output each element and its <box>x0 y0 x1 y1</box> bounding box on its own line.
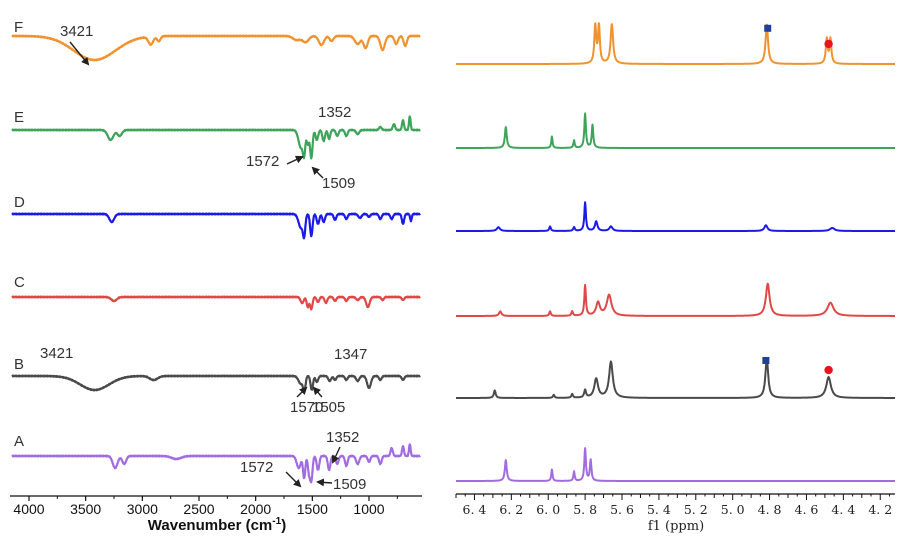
ir-series-label-c: C <box>14 274 25 291</box>
ir-series-label-d: D <box>14 194 25 211</box>
ir-annotation-e-1509: 1509 <box>322 175 355 192</box>
ir-annotation-e-1352: 1352 <box>318 104 351 121</box>
ir-annotation-a-1572: 1572 <box>240 459 273 476</box>
ir-annotation-arrow <box>331 446 341 464</box>
ir-series-d-line <box>11 212 421 240</box>
nmr-tick-label-6-2: 6. 2 <box>499 502 523 517</box>
nmr-circle-marker <box>824 39 833 49</box>
ir-tick-label-3500: 3500 <box>70 501 101 517</box>
ir-annotation-b-1505: 1505 <box>312 399 345 416</box>
nmr-series-a-line <box>455 447 896 482</box>
nmr-tick-label-6: 6. 0 <box>536 502 560 517</box>
nmr-circle-marker <box>824 365 833 375</box>
ir-annotation-arrow <box>69 41 90 66</box>
nmr-tick-label-6-4: 6. 4 <box>463 502 487 517</box>
nmr-tick-label-4-6: 4. 6 <box>795 502 819 517</box>
nmr-series-d-line <box>455 201 896 232</box>
ir-series-e-line <box>11 115 421 160</box>
ir-annotation-b-1347: 1347 <box>334 346 367 363</box>
nmr-tick-label-5: 5. 0 <box>721 502 745 517</box>
ir-annotation-arrow <box>311 166 324 179</box>
ir-annotation-arrow <box>296 386 308 398</box>
ir-tick-label-2000: 2000 <box>240 501 271 517</box>
ir-annotation-b-1570: 1570 <box>290 399 323 416</box>
nmr-x-axis-title: f1 (ppm) <box>648 519 704 534</box>
nmr-panel: 6. 4 6. 2 6. 0 5. 8 5. 6 5. 4 5. 2 5. 0 4. 8 4. 6… <box>455 22 896 534</box>
ir-x-axis-title-close: ) <box>281 517 286 534</box>
ir-annotation-a-1352: 1352 <box>326 429 359 446</box>
ir-series-a-line <box>11 443 421 484</box>
nmr-square-marker <box>764 24 772 32</box>
ir-annotation-arrow <box>285 471 302 488</box>
ir-annotation-f-3421: 3421 <box>60 23 93 40</box>
nmr-series-c-line <box>455 282 896 317</box>
ir-series-label-a: A <box>14 433 24 450</box>
ir-series-label-b: B <box>14 356 24 373</box>
ir-annotation-b-3421: 3421 <box>40 345 73 362</box>
nmr-tick-label-5-4: 5. 4 <box>647 502 671 517</box>
nmr-markers <box>762 24 833 375</box>
nmr-series-e-line <box>455 112 896 149</box>
nmr-tick-label-5-8: 5. 8 <box>573 502 597 517</box>
ir-annotation-arrow <box>316 478 333 487</box>
nmr-square-marker <box>762 356 770 364</box>
ir-x-ticks: 4000 3500 3000 2500 2000 1500 1000 <box>13 496 398 517</box>
ir-tick-label-4000: 4000 <box>13 501 44 517</box>
nmr-series-group <box>455 22 896 482</box>
ir-tick-label-1500: 1500 <box>297 501 328 517</box>
ir-annotation-arrow <box>312 386 323 398</box>
ir-tick-label-1000: 1000 <box>353 501 384 517</box>
ir-series-label-e: E <box>14 109 24 126</box>
nmr-x-ticks: 6. 4 6. 2 6. 0 5. 8 5. 6 5. 4 5. 2 5. 0 4. 8 4. 6… <box>455 494 892 517</box>
ir-series-b-line <box>11 374 421 393</box>
ir-series-label-f: F <box>14 19 23 36</box>
nmr-series-b-line <box>455 357 896 399</box>
nmr-tick-label-4-4: 4. 4 <box>831 502 855 517</box>
ir-annotation-arrow <box>286 155 304 165</box>
ir-annotation-a-1509: 1509 <box>333 476 366 493</box>
ir-x-axis-title-text: Wavenumber (cm <box>148 517 272 534</box>
nmr-tick-label-4-2: 4. 2 <box>868 502 892 517</box>
ir-series-labels: F E D C B A <box>14 19 25 450</box>
nmr-tick-label-5-2: 5. 2 <box>684 502 708 517</box>
ir-tick-label-2500: 2500 <box>183 501 214 517</box>
ir-tick-label-3000: 3000 <box>127 501 158 517</box>
ir-x-axis-title: Wavenumber (cm-1) <box>148 516 286 534</box>
nmr-tick-label-4-8: 4. 8 <box>758 502 782 517</box>
nmr-tick-label-5-6: 5. 6 <box>610 502 634 517</box>
ir-annotation-e-1572: 1572 <box>246 153 279 170</box>
ir-series-group <box>11 34 421 484</box>
nmr-series-f-line <box>455 22 896 65</box>
ir-x-axis-title-sup: -1 <box>272 516 281 527</box>
ir-series-c-line <box>11 295 421 311</box>
